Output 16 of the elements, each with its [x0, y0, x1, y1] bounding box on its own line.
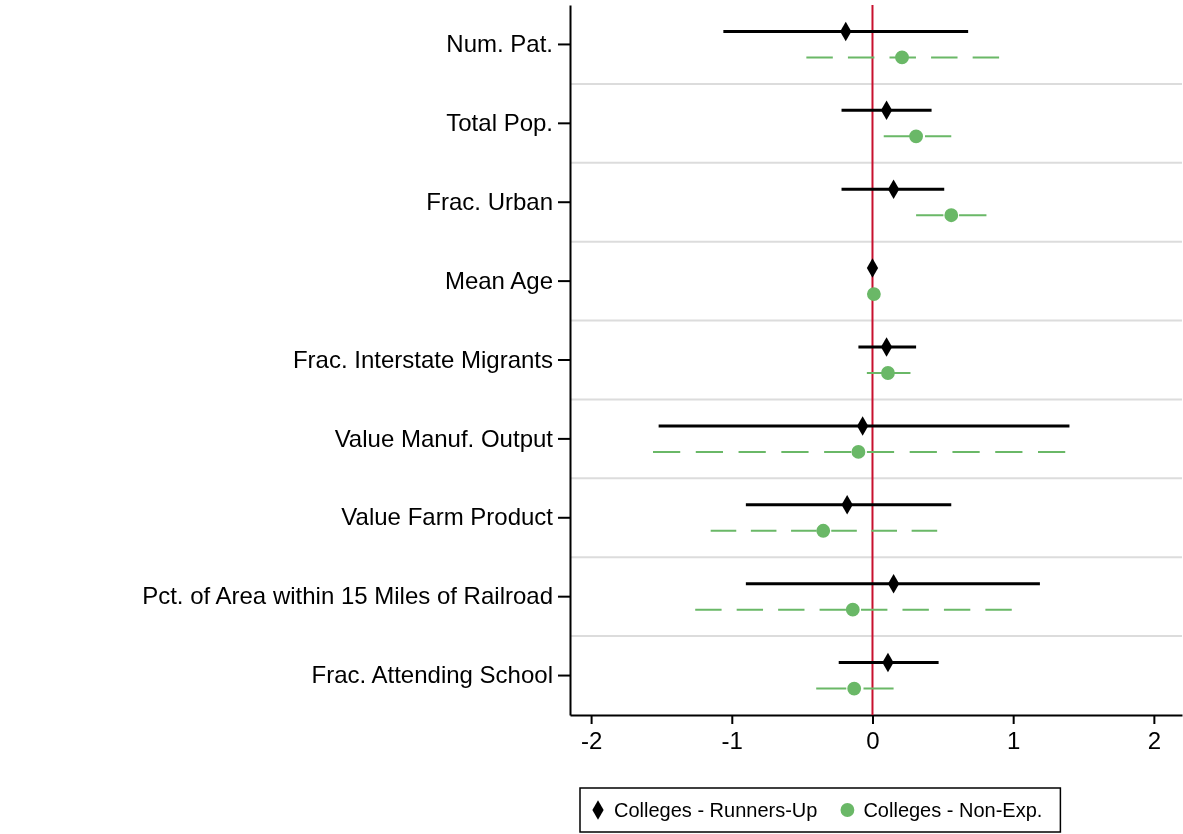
- legend-label: Colleges - Non-Exp.: [863, 799, 1043, 821]
- y-tick-label: Num. Pat.: [446, 30, 553, 58]
- y-tick-label: Value Manuf. Output: [334, 424, 554, 452]
- x-tick-label: -2: [580, 726, 603, 754]
- x-tick-label: -1: [721, 726, 743, 754]
- y-tick-label: Mean Age: [444, 266, 553, 294]
- y-tick-label: Frac. Attending School: [311, 661, 553, 689]
- y-tick-label: Pct. of Area within 15 Miles of Railroad: [142, 582, 553, 610]
- y-tick-label: Frac. Urban: [426, 187, 553, 215]
- legend-label: Colleges - Runners-Up: [614, 799, 818, 821]
- y-tick-label: Value Farm Product: [341, 503, 554, 531]
- x-tick-label: 0: [866, 726, 880, 754]
- y-tick-label: Frac. Interstate Migrants: [292, 345, 553, 373]
- x-tick-label: 2: [1147, 726, 1162, 754]
- x-tick-label: 1: [1006, 726, 1021, 754]
- y-tick-label: Total Pop.: [446, 109, 553, 137]
